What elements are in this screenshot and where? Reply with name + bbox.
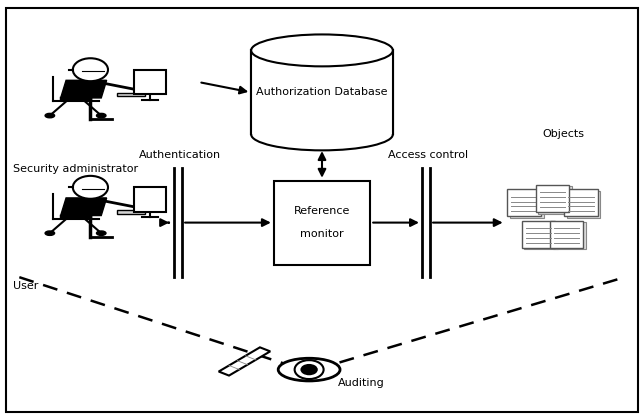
Text: Reference

monitor: Reference monitor [294, 206, 350, 239]
Polygon shape [61, 80, 107, 98]
Ellipse shape [45, 231, 55, 235]
Bar [536, 185, 569, 212]
Text: Auditing: Auditing [338, 378, 385, 388]
Text: Access control: Access control [388, 150, 468, 160]
Bar [134, 187, 166, 212]
Bar [522, 220, 555, 248]
Polygon shape [219, 347, 270, 375]
Text: Security administrator: Security administrator [13, 164, 138, 174]
Ellipse shape [45, 113, 55, 118]
Ellipse shape [278, 358, 340, 381]
Bar [510, 191, 544, 218]
Circle shape [294, 360, 323, 379]
Ellipse shape [251, 118, 393, 150]
Ellipse shape [97, 113, 106, 118]
Bar [134, 70, 166, 94]
Circle shape [300, 364, 318, 375]
Circle shape [73, 176, 108, 199]
Bar [251, 50, 393, 134]
Bar [251, 50, 393, 134]
Polygon shape [61, 198, 107, 215]
Bar [507, 189, 541, 216]
Bar [117, 210, 144, 214]
Bar [117, 93, 144, 96]
Text: Authorization Database: Authorization Database [256, 87, 388, 97]
Ellipse shape [97, 231, 106, 235]
Ellipse shape [251, 34, 393, 66]
Bar [538, 186, 572, 214]
Text: User: User [13, 281, 38, 291]
Bar [567, 191, 600, 218]
Bar [524, 222, 558, 249]
Bar [564, 189, 598, 216]
Bar [553, 222, 586, 249]
Bar [274, 181, 370, 265]
Text: Objects: Objects [542, 129, 585, 139]
Bar [550, 220, 583, 248]
Text: Authentication: Authentication [139, 150, 222, 160]
Circle shape [73, 58, 108, 81]
